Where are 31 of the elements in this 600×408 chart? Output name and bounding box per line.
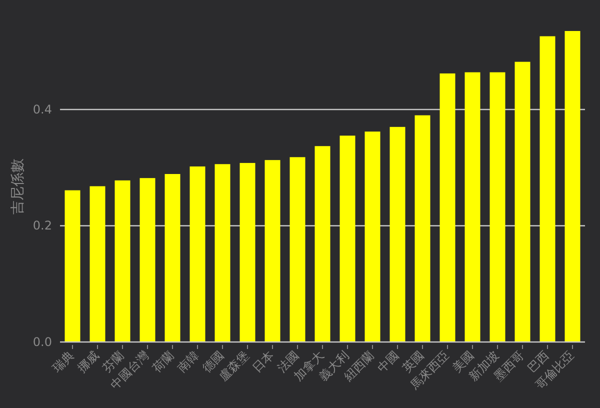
- y-tick-label: 0.0: [32, 335, 52, 349]
- y-tick-label: 0.2: [32, 218, 52, 233]
- x-tick-label: 南韓: [174, 348, 202, 376]
- bar: [240, 162, 256, 342]
- bar: [64, 190, 80, 342]
- bar: [440, 73, 456, 342]
- bar: [114, 180, 130, 342]
- bar: [164, 174, 180, 342]
- bar: [540, 36, 556, 342]
- bar: [214, 164, 230, 342]
- bar: [90, 186, 106, 342]
- bar: [514, 62, 530, 342]
- bar: [364, 132, 380, 342]
- bar: [314, 146, 330, 342]
- x-tick-label: 中國: [374, 348, 402, 376]
- x-tick-label: 挪威: [74, 348, 102, 376]
- bar: [390, 126, 406, 342]
- bar: [340, 136, 356, 342]
- x-tick-label: 瑞典: [50, 348, 77, 376]
- x-tick-label: 日本: [250, 348, 277, 376]
- bar: [140, 178, 156, 342]
- bar: [190, 166, 206, 342]
- bar: [564, 31, 580, 342]
- bar: [414, 115, 430, 342]
- bar: [490, 72, 506, 342]
- bar: [290, 157, 306, 342]
- bar: [264, 160, 280, 342]
- y-tick-label: 0.4: [32, 102, 52, 116]
- bar: [464, 72, 480, 342]
- y-axis-title: 吉尼係數: [10, 158, 26, 214]
- x-tick-label: 荷蘭: [150, 348, 177, 376]
